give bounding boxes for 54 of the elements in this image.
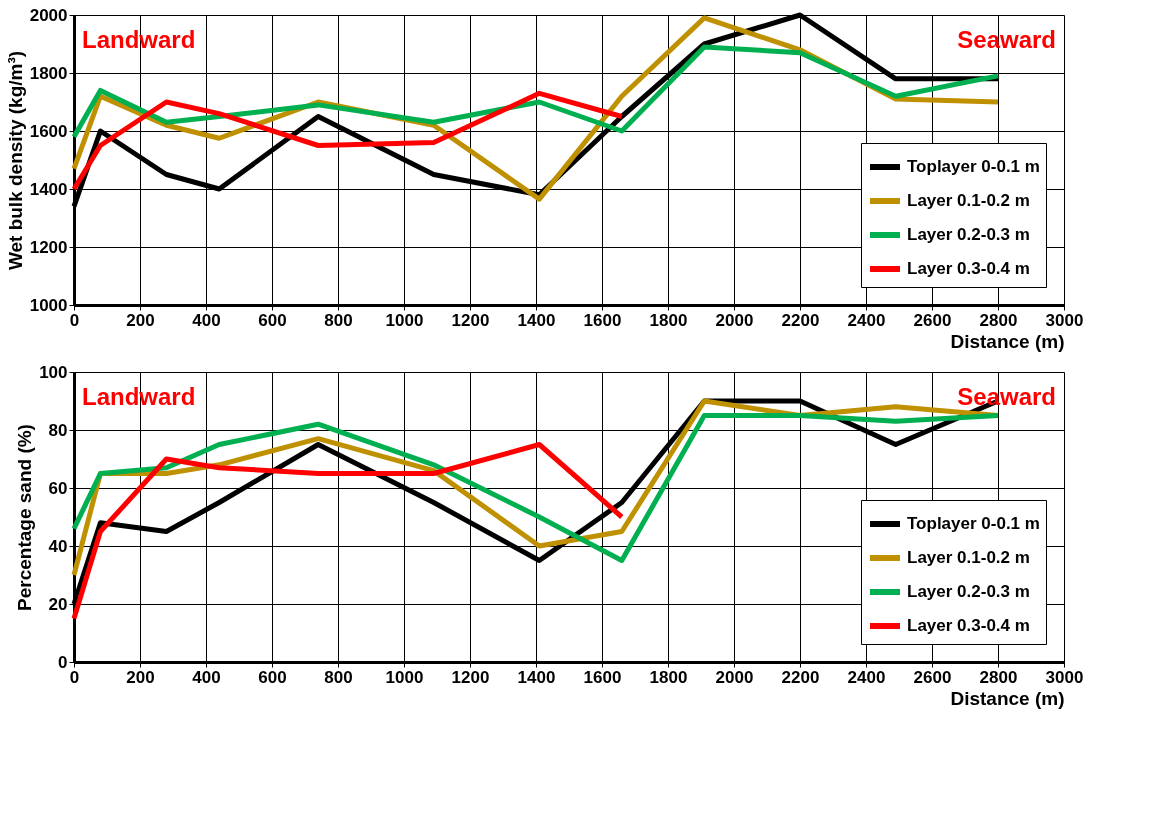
- x-axis-title: Distance (m): [950, 687, 1065, 709]
- x-tick-label: 3000: [1045, 310, 1084, 330]
- x-tick-label: 2000: [715, 310, 754, 330]
- legend-label: Toplayer 0-0.1 m: [907, 514, 1040, 533]
- x-tick-label: 400: [192, 667, 221, 687]
- x-tick-label: 2600: [913, 667, 952, 687]
- y-tick-label: 1800: [29, 63, 68, 83]
- x-tick-label: 800: [324, 667, 353, 687]
- x-tick-label: 1600: [583, 667, 622, 687]
- y-axis-title: Percentage sand (%): [14, 424, 36, 611]
- y-tick-label: 100: [39, 362, 68, 382]
- legend-label: Layer 0.2-0.3 m: [907, 225, 1030, 244]
- legend-label: Layer 0.1-0.2 m: [907, 548, 1030, 567]
- x-tick-label: 1200: [451, 667, 490, 687]
- x-tick-label: 200: [126, 310, 155, 330]
- x-tick-label: 800: [324, 310, 353, 330]
- x-tick-label: 2400: [847, 667, 886, 687]
- x-tick-label: 1600: [583, 310, 622, 330]
- x-tick-label: 2600: [913, 310, 952, 330]
- y-tick-label: 80: [48, 420, 68, 440]
- x-tick-label: 2800: [979, 310, 1018, 330]
- legend-label: Layer 0.2-0.3 m: [907, 582, 1030, 601]
- legend-label: Layer 0.3-0.4 m: [907, 259, 1030, 278]
- y-tick-label: 2000: [29, 5, 68, 25]
- x-tick-label: 2400: [847, 310, 886, 330]
- x-tick-label: 3000: [1045, 667, 1084, 687]
- y-tick-label: 1200: [29, 237, 68, 257]
- y-tick-label: 1600: [29, 121, 68, 141]
- x-tick-label: 1000: [385, 310, 424, 330]
- x-tick-label: 400: [192, 310, 221, 330]
- x-tick-label: 2800: [979, 667, 1018, 687]
- x-tick-label: 2200: [781, 667, 820, 687]
- y-tick-label: 1000: [29, 295, 68, 315]
- x-tick-label: 2000: [715, 667, 754, 687]
- x-tick-label: 1800: [649, 310, 688, 330]
- x-tick-label: 2200: [781, 310, 820, 330]
- x-tick-label: 1200: [451, 310, 490, 330]
- legend-label: Toplayer 0-0.1 m: [907, 157, 1040, 176]
- y-tick-label: 0: [58, 652, 68, 672]
- x-tick-label: 1000: [385, 667, 424, 687]
- legend-label: Layer 0.1-0.2 m: [907, 191, 1030, 210]
- x-tick-label: 200: [126, 667, 155, 687]
- x-tick-label: 600: [258, 310, 287, 330]
- x-tick-label: 600: [258, 667, 287, 687]
- y-tick-label: 1400: [29, 179, 68, 199]
- y-tick-label: 60: [48, 478, 68, 498]
- y-axis-title: Wet bulk density (kg/m³): [4, 50, 26, 271]
- x-tick-label: 1400: [517, 310, 556, 330]
- legend-label: Layer 0.3-0.4 m: [907, 616, 1030, 635]
- x-tick-label: 1800: [649, 667, 688, 687]
- y-tick-label: 40: [48, 536, 68, 556]
- y-tick-label: 20: [48, 594, 68, 614]
- x-tick-label: 1400: [517, 667, 556, 687]
- x-axis-title: Distance (m): [950, 330, 1065, 352]
